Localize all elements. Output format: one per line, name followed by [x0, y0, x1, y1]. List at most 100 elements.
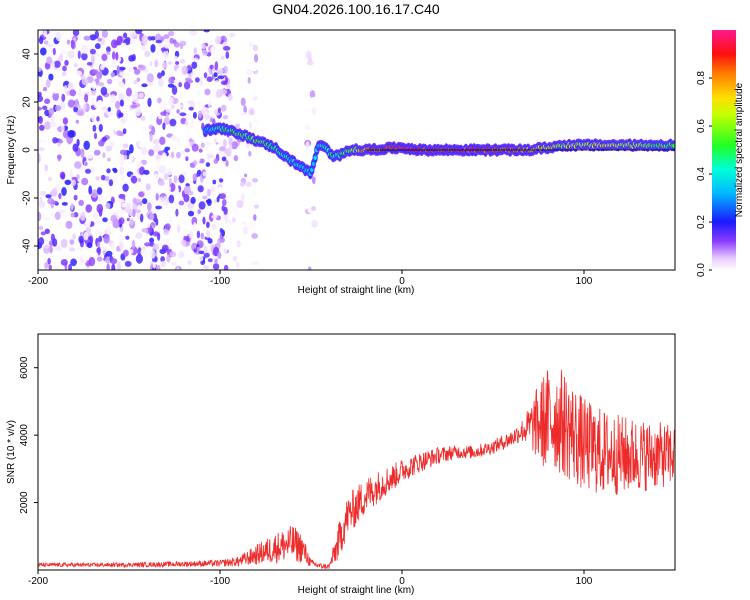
- noise-speck: [117, 198, 125, 203]
- snr-y-tick-label: 4000: [19, 424, 30, 447]
- noise-speck: [89, 34, 97, 41]
- noise-speck: [94, 101, 99, 109]
- noise-speck: [214, 61, 219, 71]
- noise-speck: [44, 262, 49, 269]
- noise-speck: [101, 30, 108, 38]
- noise-speck: [219, 193, 227, 200]
- noise-speck: [96, 71, 102, 80]
- noise-speck: [85, 168, 91, 174]
- noise-speck: [110, 114, 117, 120]
- noise-speck: [105, 145, 113, 152]
- noise-speck: [140, 248, 147, 257]
- noise-speck: [119, 99, 124, 107]
- noise-speck: [223, 65, 228, 74]
- noise-speck: [134, 68, 141, 75]
- noise-speck: [127, 190, 132, 201]
- noise-speck: [212, 179, 217, 185]
- snr-x-tick-label: -100: [210, 576, 230, 587]
- noise-speck: [74, 161, 82, 169]
- noise-speck: [212, 263, 220, 270]
- noise-speck: [176, 151, 181, 159]
- noise-speck: [91, 96, 95, 106]
- snr-y-ticks: 2000 4000 6000: [19, 356, 38, 514]
- noise-speck: [252, 260, 259, 266]
- noise-speck: [128, 66, 132, 73]
- spectrogram-y-tick-label: -20: [22, 190, 33, 205]
- noise-speck: [221, 205, 225, 212]
- noise-speck: [236, 261, 240, 268]
- noise-speck: [198, 250, 205, 255]
- noise-speck: [118, 209, 123, 214]
- noise-speck: [77, 178, 83, 183]
- noise-speck: [121, 203, 127, 208]
- noise-speck: [116, 65, 120, 75]
- noise-speck: [198, 255, 204, 262]
- noise-speck: [171, 85, 178, 95]
- noise-speck: [160, 111, 167, 116]
- noise-speck: [211, 202, 215, 208]
- noise-speck: [178, 174, 185, 184]
- noise-speck: [207, 238, 213, 244]
- noise-speck: [205, 141, 212, 146]
- noise-speck: [173, 175, 178, 184]
- figure-title: GN04.2026.100.16.17.C40: [272, 1, 440, 17]
- noise-speck: [158, 106, 166, 113]
- noise-speck: [234, 164, 241, 173]
- noise-speck: [202, 216, 206, 225]
- noise-speck: [203, 252, 210, 258]
- noise-speck: [118, 92, 125, 102]
- noise-speck: [140, 213, 144, 223]
- noise-speck: [122, 183, 129, 192]
- noise-speck: [83, 35, 91, 41]
- noise-speck: [70, 40, 76, 49]
- noise-speck: [160, 260, 167, 267]
- noise-speck: [205, 162, 211, 168]
- noise-speck: [150, 36, 156, 41]
- colorbar-ticks: 0.0 0.2 0.4 0.6 0.8: [696, 71, 712, 277]
- noise-speck: [133, 209, 141, 214]
- noise-speck: [309, 90, 316, 99]
- noise-speck: [97, 241, 101, 248]
- noise-speck: [88, 256, 96, 267]
- noise-speck: [249, 222, 256, 230]
- noise-speck: [251, 233, 259, 239]
- noise-speck: [104, 175, 110, 182]
- noise-speck: [191, 72, 197, 80]
- noise-speck: [203, 265, 209, 270]
- noise-speck: [93, 132, 98, 140]
- noise-speck: [39, 190, 47, 196]
- noise-speck: [164, 184, 172, 193]
- noise-speck: [170, 151, 175, 159]
- noise-speck: [148, 149, 155, 157]
- noise-speck: [143, 169, 150, 175]
- noise-speck: [156, 97, 162, 103]
- spectrogram-x-label: Height of straight line (km): [298, 285, 415, 296]
- noise-speck: [152, 243, 160, 250]
- noise-speck: [138, 92, 144, 99]
- noise-speck: [231, 180, 239, 189]
- noise-speck: [81, 44, 89, 54]
- noise-speck: [44, 109, 50, 117]
- noise-speck: [80, 255, 84, 265]
- noise-speck: [219, 146, 226, 152]
- noise-speck: [176, 267, 180, 270]
- noise-speck: [83, 231, 89, 241]
- noise-speck: [206, 221, 210, 228]
- noise-speck: [191, 143, 199, 152]
- noise-speck: [129, 249, 134, 254]
- noise-speck: [48, 264, 52, 270]
- noise-speck: [101, 106, 107, 111]
- colorbar-label: Normalized spectral amplitude: [734, 82, 745, 217]
- noise-speck: [172, 97, 179, 104]
- noise-speck: [159, 136, 166, 145]
- noise-speck: [106, 51, 111, 55]
- noise-speck: [116, 261, 121, 270]
- noise-speck: [216, 136, 222, 143]
- noise-speck: [176, 224, 181, 233]
- noise-speck: [119, 71, 125, 76]
- noise-speck: [138, 191, 145, 198]
- noise-speck: [120, 42, 127, 47]
- noise-speck: [225, 147, 232, 157]
- noise-speck: [38, 237, 45, 246]
- noise-speck: [310, 96, 316, 105]
